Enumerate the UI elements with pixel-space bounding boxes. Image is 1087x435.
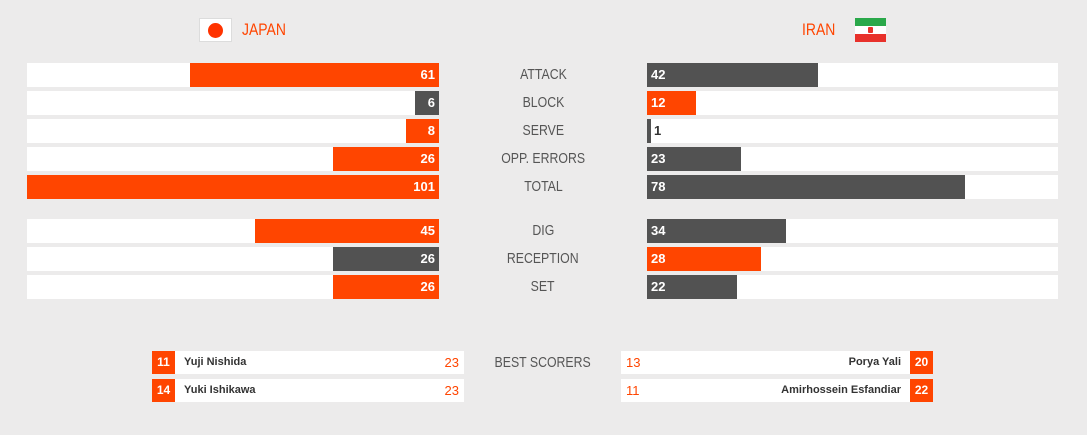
right-bar-track: 78 bbox=[647, 175, 1058, 199]
left-bar bbox=[190, 63, 439, 87]
scorer-row-left-2: 14 Yuki Ishikawa 23 bbox=[152, 379, 464, 402]
right-bar bbox=[647, 247, 761, 271]
stat-label: SERVE bbox=[522, 122, 564, 139]
left-value: 61 bbox=[420, 67, 435, 82]
left-bar-track: 6 bbox=[27, 91, 439, 115]
scorer-points: 23 bbox=[444, 355, 459, 370]
stat-row-block: 6 BLOCK 12 bbox=[27, 91, 1058, 115]
right-bar bbox=[647, 275, 737, 299]
right-value: 28 bbox=[651, 251, 666, 266]
stat-row-serve: 8 SERVE 1 bbox=[27, 119, 1058, 143]
right-bar-track: 1 bbox=[647, 119, 1058, 143]
right-bar-track: 42 bbox=[647, 63, 1058, 87]
left-bar-track: 26 bbox=[27, 247, 439, 271]
left-value: 6 bbox=[427, 95, 435, 110]
right-bar bbox=[647, 63, 818, 87]
left-bar bbox=[27, 175, 439, 199]
stat-row-set: 26 SET 22 bbox=[27, 275, 1058, 299]
stat-label: OPP. ERRORS bbox=[501, 150, 585, 167]
right-bar bbox=[647, 119, 651, 143]
left-bar-track: 26 bbox=[27, 147, 439, 171]
scorer-jersey-number: 14 bbox=[152, 379, 175, 402]
scorer-name: Yuki Ishikawa bbox=[184, 384, 256, 396]
left-bar bbox=[415, 91, 439, 115]
stat-row-opp-errors: 26 OPP. ERRORS 23 bbox=[27, 147, 1058, 171]
scorer-name: Porya Yali bbox=[848, 356, 901, 368]
left-value: 26 bbox=[420, 251, 435, 266]
team-name-right: IRAN bbox=[802, 20, 836, 39]
scorer-jersey-number: 20 bbox=[910, 351, 933, 374]
left-bar bbox=[333, 147, 439, 171]
iran-flag-icon bbox=[854, 18, 886, 42]
left-value: 101 bbox=[413, 179, 435, 194]
team-header-right: IRAN bbox=[802, 18, 886, 42]
scorer-jersey-number: 22 bbox=[910, 379, 933, 402]
scorer-row-left-1: 11 Yuji Nishida 23 bbox=[152, 351, 464, 374]
stat-label: DIG bbox=[532, 222, 554, 239]
left-value: 8 bbox=[427, 123, 435, 138]
right-bar-track: 34 bbox=[647, 219, 1058, 243]
right-bar-track: 22 bbox=[647, 275, 1058, 299]
right-bar bbox=[647, 219, 786, 243]
left-bar-track: 8 bbox=[27, 119, 439, 143]
right-value: 1 bbox=[654, 123, 662, 138]
stat-row-reception: 26 RECEPTION 28 bbox=[27, 247, 1058, 271]
stat-label: TOTAL bbox=[523, 178, 563, 195]
right-value: 22 bbox=[651, 279, 666, 294]
scorer-jersey-number: 11 bbox=[152, 351, 175, 374]
best-scorers-label: BEST SCORERS bbox=[494, 354, 591, 371]
stat-label: SET bbox=[531, 278, 555, 295]
left-value: 26 bbox=[420, 151, 435, 166]
right-value: 23 bbox=[651, 151, 666, 166]
left-bar-track: 26 bbox=[27, 275, 439, 299]
left-bar bbox=[255, 219, 439, 243]
scorer-row-right-1: 13 Porya Yali 20 bbox=[621, 351, 933, 374]
left-bar-track: 61 bbox=[27, 63, 439, 87]
scorer-name: Yuji Nishida bbox=[184, 356, 247, 368]
right-value: 12 bbox=[651, 95, 666, 110]
right-bar-track: 23 bbox=[647, 147, 1058, 171]
right-bar bbox=[647, 91, 696, 115]
stat-row-attack: 61 ATTACK 42 bbox=[27, 63, 1058, 87]
team-name-left: JAPAN bbox=[242, 20, 286, 39]
left-value: 26 bbox=[420, 279, 435, 294]
japan-flag-icon bbox=[199, 18, 232, 42]
right-bar bbox=[647, 175, 965, 199]
right-bar-track: 12 bbox=[647, 91, 1058, 115]
scorer-points: 23 bbox=[444, 383, 459, 398]
stat-row-total: 101 TOTAL 78 bbox=[27, 175, 1058, 199]
left-value: 45 bbox=[420, 223, 435, 238]
right-value: 78 bbox=[651, 179, 666, 194]
left-bar bbox=[333, 275, 439, 299]
scorer-points: 11 bbox=[626, 383, 640, 398]
left-bar-track: 101 bbox=[27, 175, 439, 199]
left-bar-track: 45 bbox=[27, 219, 439, 243]
scorer-name: Amirhossein Esfandiar bbox=[781, 384, 901, 396]
stat-label: BLOCK bbox=[522, 94, 564, 111]
scorer-points: 13 bbox=[626, 355, 641, 370]
scorer-row-right-2: 11 Amirhossein Esfandiar 22 bbox=[621, 379, 933, 402]
stat-row-dig: 45 DIG 34 bbox=[27, 219, 1058, 243]
stat-label: RECEPTION bbox=[507, 250, 579, 267]
left-bar bbox=[406, 119, 439, 143]
right-bar-track: 28 bbox=[647, 247, 1058, 271]
team-header-left: JAPAN bbox=[199, 18, 296, 42]
right-value: 42 bbox=[651, 67, 666, 82]
right-value: 34 bbox=[651, 223, 666, 238]
left-bar bbox=[333, 247, 439, 271]
right-bar bbox=[647, 147, 741, 171]
stat-label: ATTACK bbox=[519, 66, 567, 83]
